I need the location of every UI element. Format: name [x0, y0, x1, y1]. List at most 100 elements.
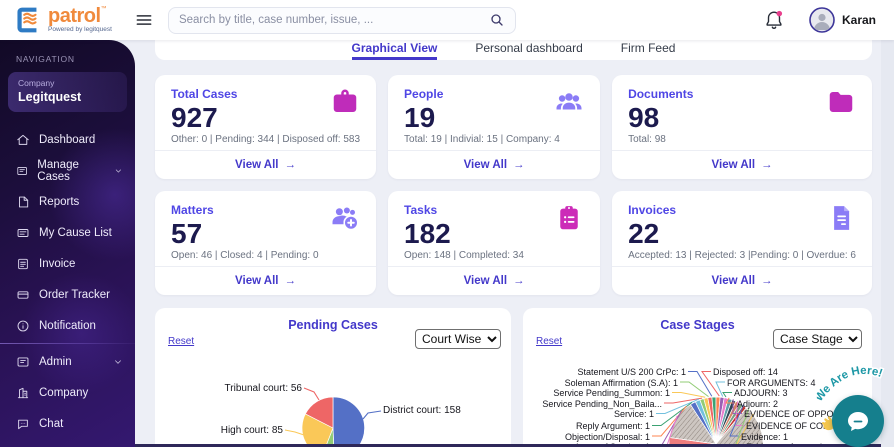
card-value: 927: [171, 102, 218, 133]
pie-callout-label: ADJOURN: 3: [734, 388, 788, 398]
sidebar-item-notification[interactable]: Notification: [0, 310, 135, 341]
pie-callout-label: EVIDENCE OF OPPOSITE: [744, 409, 854, 419]
sidebar-item-label: Admin: [39, 355, 72, 368]
hamburger-menu-button[interactable]: [134, 10, 154, 30]
reset-link[interactable]: Reset: [536, 336, 563, 347]
cause-list-icon: [17, 228, 29, 237]
card-subtext: Open: 46 | Closed: 4 | Pending: 0: [171, 250, 319, 262]
card-subtext: Accepted: 13 | Rejected: 3 |Pending: 0 |…: [628, 250, 856, 262]
card-value: 98: [628, 102, 660, 133]
sidebar-item-admin[interactable]: Admin: [0, 346, 135, 377]
view-all-link[interactable]: View All →: [388, 266, 601, 295]
view-all-label: View All: [463, 275, 508, 287]
search-icon[interactable]: [489, 12, 505, 28]
view-all-link[interactable]: View All →: [388, 150, 601, 179]
info-icon: [17, 320, 29, 331]
tab-firm-feed[interactable]: Firm Feed: [620, 41, 676, 55]
global-search: [167, 6, 516, 34]
main-content: Graphical View Personal dashboard Firm F…: [135, 40, 894, 447]
view-all-label: View All: [711, 275, 756, 287]
avatar: [809, 7, 835, 33]
pie-label-line: [656, 398, 699, 414]
pie-callout-label: Disposed off: 14: [713, 367, 778, 377]
cases-icon: [17, 166, 27, 175]
sidebar-item-dashboard[interactable]: Dashboard: [0, 124, 135, 155]
notification-badge-dot: [776, 10, 783, 17]
pie-label-line: [732, 399, 742, 414]
app-header: patrol™ Powered by legitquest: [0, 0, 894, 40]
view-all-link[interactable]: View All →: [155, 150, 377, 179]
chat-bubble-icon: [18, 419, 28, 429]
case-stage-select[interactable]: Case Stage: [773, 329, 862, 349]
scrollbar-track[interactable]: [881, 40, 894, 447]
chart-title: Pending Cases: [288, 318, 378, 332]
invoice-icon: [18, 258, 28, 269]
view-all-link[interactable]: View All →: [155, 266, 377, 295]
reports-icon: [19, 196, 29, 207]
home-icon: [17, 134, 29, 145]
arrow-right-icon: →: [284, 275, 297, 287]
sidebar-divider: [0, 343, 135, 344]
sidebar-item-label: Company: [39, 386, 89, 399]
card-subtext: Open: 148 | Completed: 34: [404, 250, 524, 262]
folder-icon: [829, 92, 853, 112]
pie-callout-label: Objection/Disposal: 1: [564, 431, 650, 442]
tab-personal-dashboard[interactable]: Personal dashboard: [475, 41, 583, 55]
court-wise-select[interactable]: Court Wise: [415, 329, 501, 349]
tab-graphical-view[interactable]: Graphical View: [351, 41, 438, 60]
sidebar-item-order-tracker[interactable]: Order Tracker: [0, 279, 135, 310]
view-all-link[interactable]: View All →: [612, 150, 872, 179]
view-all-link[interactable]: View All →: [612, 266, 872, 295]
chevron-down-icon: [116, 169, 122, 173]
pie-label-line: [284, 429, 305, 436]
pie-callout-label: Tribunal court: 56: [224, 383, 302, 394]
pie-slice[interactable]: [301, 413, 334, 447]
pie-label-line: [362, 410, 382, 420]
search-input[interactable]: [178, 14, 489, 26]
card-invoices: Invoices 22 Accepted: 13 | Rejected: 3 |…: [612, 191, 872, 295]
arrow-right-icon: →: [513, 275, 525, 287]
pending-cases-pie: [284, 387, 382, 447]
chat-launcher-icon: [848, 412, 868, 431]
card-subtext: Total: 19 | Indivial: 15 | Company: 4: [404, 134, 560, 146]
chat-launcher-button[interactable]: [832, 395, 884, 447]
view-all-label: View All: [235, 275, 279, 287]
sidebar-item-invoice[interactable]: Invoice: [0, 248, 135, 279]
sidebar-item-reports[interactable]: Reports: [0, 186, 135, 217]
people-plus-icon: [332, 207, 358, 229]
card-title: Invoices: [628, 203, 677, 217]
stat-cards-grid: Total Cases 927 Other: 0 | Pending: 344 …: [155, 75, 872, 295]
sidebar-item-chat[interactable]: Chat: [0, 408, 135, 439]
patrol-logo-icon: [17, 7, 37, 33]
view-all-label: View All: [711, 159, 756, 171]
briefcase-icon: [333, 89, 357, 112]
sidebar-item-label: Manage Cases: [37, 158, 79, 183]
user-name: Karan: [841, 13, 876, 27]
window-bottom-edge: [135, 444, 881, 447]
notifications-button[interactable]: [763, 8, 785, 32]
view-all-label: View All: [463, 159, 508, 171]
reset-link[interactable]: Reset: [168, 336, 195, 347]
pie-slice[interactable]: [304, 396, 334, 429]
card-matters: Matters 57 Open: 46 | Closed: 4 | Pendin…: [155, 191, 377, 295]
sidebar-item-label: Order Tracker: [39, 288, 110, 301]
pie-callout-label: Evidence: 1: [741, 431, 789, 442]
sidebar-item-my-cause-list[interactable]: My Cause List: [0, 217, 135, 248]
sidebar-item-company[interactable]: Company: [0, 377, 135, 408]
arrow-right-icon: →: [284, 159, 297, 171]
pie-callout-label: Soleman Affirmation (S.A): 1: [564, 377, 678, 388]
card-title: Matters: [171, 203, 214, 217]
pie-label-line: [665, 415, 678, 447]
user-menu[interactable]: Karan: [809, 7, 876, 33]
card-value: 182: [404, 218, 451, 249]
view-all-label: View All: [235, 159, 279, 171]
sidebar-item-manage-cases[interactable]: Manage Cases: [0, 155, 135, 186]
pie-slice[interactable]: [332, 396, 365, 447]
chart-title: Case Stages: [660, 318, 735, 332]
pie-label-line: [729, 404, 744, 437]
app-logo[interactable]: patrol™ Powered by legitquest: [13, 5, 112, 35]
card-title: Documents: [628, 87, 694, 101]
company-selector[interactable]: Company Legitquest: [8, 72, 127, 112]
order-tracker-icon: [17, 290, 29, 299]
case-stages-chart-panel: Case Stages Reset Case Stage Statement U…: [523, 308, 872, 447]
